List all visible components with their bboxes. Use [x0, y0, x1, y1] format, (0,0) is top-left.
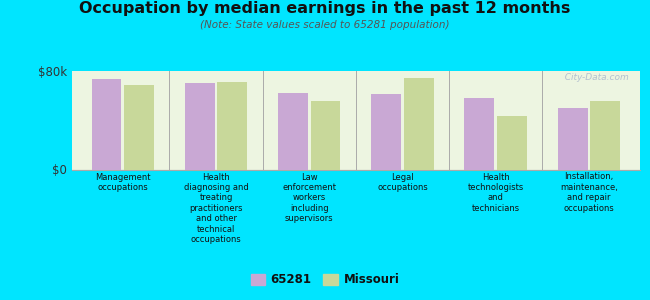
Text: Occupation by median earnings in the past 12 months: Occupation by median earnings in the pas…	[79, 2, 571, 16]
Text: Installation,
maintenance,
and repair
occupations: Installation, maintenance, and repair oc…	[560, 172, 618, 213]
Text: Legal
occupations: Legal occupations	[377, 172, 428, 192]
Bar	[278, 93, 308, 170]
Bar	[558, 108, 588, 169]
Bar	[371, 94, 401, 170]
Bar	[124, 85, 154, 170]
Legend: 65281, Missouri: 65281, Missouri	[246, 269, 404, 291]
Bar	[404, 78, 434, 170]
Bar	[590, 101, 620, 170]
Text: City-Data.com: City-Data.com	[559, 74, 629, 82]
Bar	[185, 83, 215, 170]
Text: Management
occupations: Management occupations	[95, 172, 151, 192]
Bar	[217, 82, 247, 170]
Bar	[465, 98, 495, 169]
Text: Law
enforcement
workers
including
supervisors: Law enforcement workers including superv…	[282, 172, 336, 223]
Bar	[497, 116, 527, 170]
Text: Health
technologists
and
technicians: Health technologists and technicians	[467, 172, 524, 213]
Text: Health
diagnosing and
treating
practitioners
and other
technical
occupations: Health diagnosing and treating practitio…	[184, 172, 248, 244]
Bar	[311, 101, 341, 170]
Text: (Note: State values scaled to 65281 population): (Note: State values scaled to 65281 popu…	[200, 20, 450, 29]
Bar	[92, 79, 122, 170]
